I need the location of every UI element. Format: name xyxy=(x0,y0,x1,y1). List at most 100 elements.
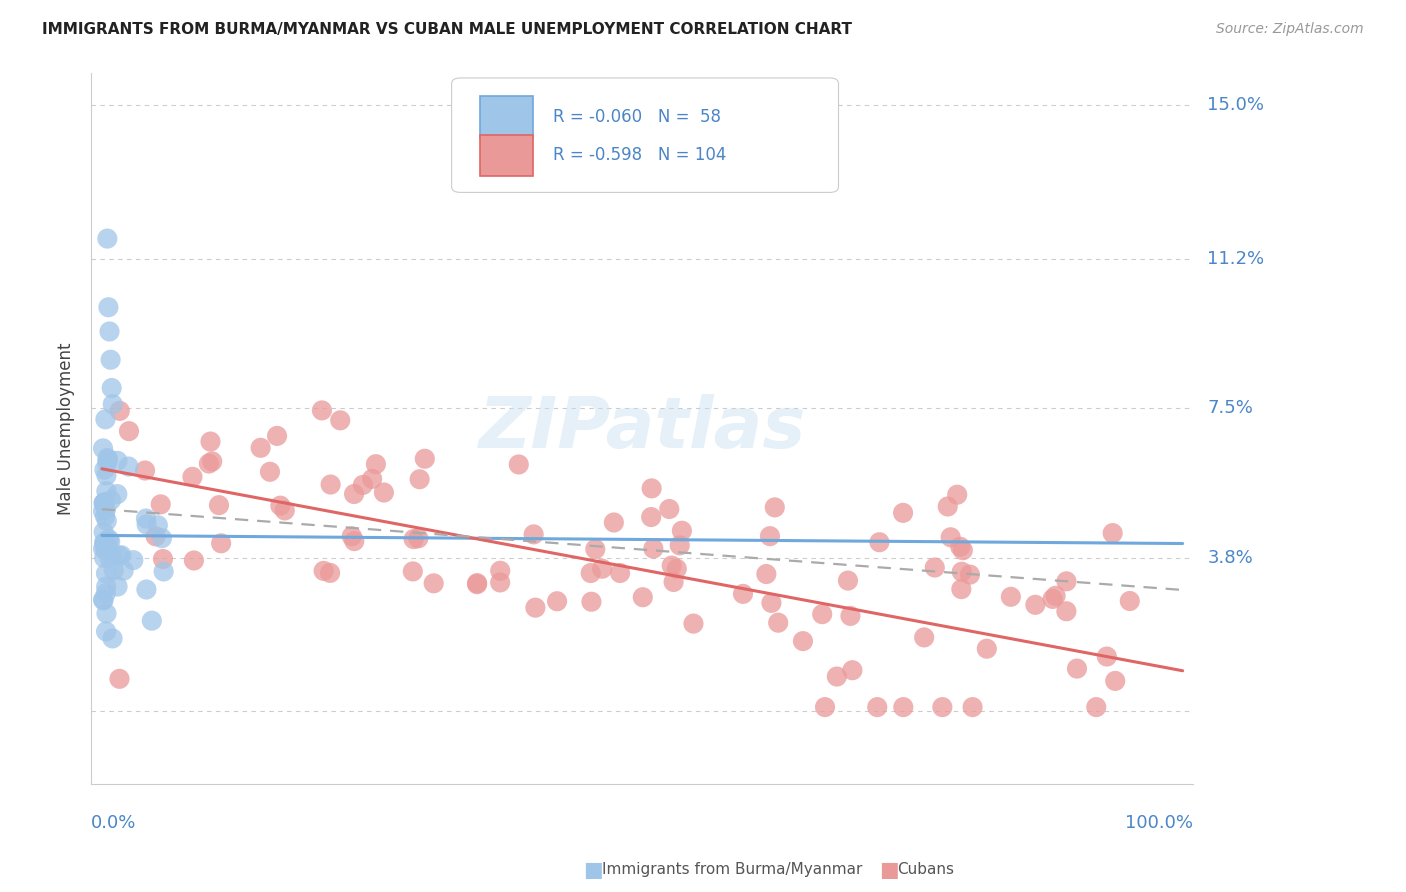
Point xyxy=(946,488,969,502)
Point xyxy=(1085,700,1108,714)
Point xyxy=(489,564,512,578)
Point xyxy=(1095,649,1118,664)
Point xyxy=(422,576,444,591)
Point xyxy=(98,325,121,339)
FancyBboxPatch shape xyxy=(451,78,838,193)
Point xyxy=(93,495,115,509)
Text: 7.5%: 7.5% xyxy=(1208,400,1253,417)
Point xyxy=(976,641,998,656)
Point xyxy=(96,450,118,465)
Point xyxy=(936,500,959,514)
Point xyxy=(311,403,333,417)
Point xyxy=(668,538,690,552)
Point xyxy=(94,509,117,524)
Point xyxy=(766,615,789,630)
Point xyxy=(93,524,115,539)
Point xyxy=(959,567,981,582)
Point xyxy=(814,700,837,714)
Point xyxy=(579,566,602,580)
Point xyxy=(94,495,117,509)
Point xyxy=(312,564,335,578)
Point xyxy=(98,534,121,549)
Point xyxy=(96,484,118,499)
Point xyxy=(118,424,141,438)
Point xyxy=(763,500,786,515)
Point xyxy=(408,532,430,546)
Point xyxy=(249,441,271,455)
Point xyxy=(631,591,654,605)
Point xyxy=(891,700,914,714)
Point xyxy=(1119,594,1142,608)
Point xyxy=(508,458,530,472)
Point xyxy=(340,529,363,543)
Point xyxy=(94,412,117,426)
Point xyxy=(145,529,167,543)
Point xyxy=(319,566,342,580)
Point xyxy=(731,587,754,601)
Point xyxy=(866,700,889,714)
Point xyxy=(319,477,342,491)
Point xyxy=(1000,590,1022,604)
Point xyxy=(962,700,984,714)
Point xyxy=(924,560,946,574)
Point xyxy=(413,451,436,466)
Point xyxy=(759,529,782,543)
Point xyxy=(93,535,115,549)
Point xyxy=(94,586,117,600)
Point xyxy=(94,566,117,581)
Point xyxy=(950,582,973,596)
Point xyxy=(755,567,778,582)
Point xyxy=(91,592,114,607)
Point xyxy=(93,593,115,607)
Point xyxy=(93,550,115,565)
Point xyxy=(94,624,117,639)
Point xyxy=(841,663,863,677)
Point xyxy=(837,574,859,588)
Text: Immigrants from Burma/Myanmar: Immigrants from Burma/Myanmar xyxy=(602,863,862,877)
Point xyxy=(103,563,125,577)
Point xyxy=(149,497,172,511)
Point xyxy=(868,535,890,549)
Point xyxy=(93,463,115,477)
Point xyxy=(96,514,118,528)
Point xyxy=(1024,598,1046,612)
Point xyxy=(97,300,120,314)
Point xyxy=(94,502,117,516)
Text: ZIPatlas: ZIPatlas xyxy=(478,394,806,463)
Point xyxy=(152,565,174,579)
Point xyxy=(1045,589,1067,603)
Point xyxy=(343,487,366,501)
Point xyxy=(141,614,163,628)
Point xyxy=(609,566,631,580)
Point xyxy=(343,534,366,549)
Point xyxy=(269,499,291,513)
Point xyxy=(658,502,681,516)
Point xyxy=(640,481,662,495)
Point xyxy=(825,669,848,683)
Point xyxy=(94,541,117,556)
Text: 100.0%: 100.0% xyxy=(1125,814,1194,832)
Point xyxy=(200,434,222,449)
Point xyxy=(107,454,129,468)
Point xyxy=(665,562,688,576)
Point xyxy=(329,413,352,427)
Point xyxy=(361,472,384,486)
Point xyxy=(465,577,488,591)
Point xyxy=(208,498,231,512)
Point xyxy=(91,442,114,456)
Point xyxy=(93,496,115,510)
Point xyxy=(489,575,512,590)
Point xyxy=(108,549,131,563)
Text: 0.0%: 0.0% xyxy=(91,814,136,832)
Point xyxy=(671,524,693,538)
Point xyxy=(100,381,122,395)
Point xyxy=(682,616,704,631)
Point xyxy=(581,595,603,609)
Point xyxy=(939,530,962,544)
Point xyxy=(108,404,131,418)
Text: IMMIGRANTS FROM BURMA/MYANMAR VS CUBAN MALE UNEMPLOYMENT CORRELATION CHART: IMMIGRANTS FROM BURMA/MYANMAR VS CUBAN M… xyxy=(42,22,852,37)
Point xyxy=(201,454,224,468)
Point xyxy=(100,493,122,508)
Point xyxy=(97,532,120,546)
Point xyxy=(100,548,122,562)
